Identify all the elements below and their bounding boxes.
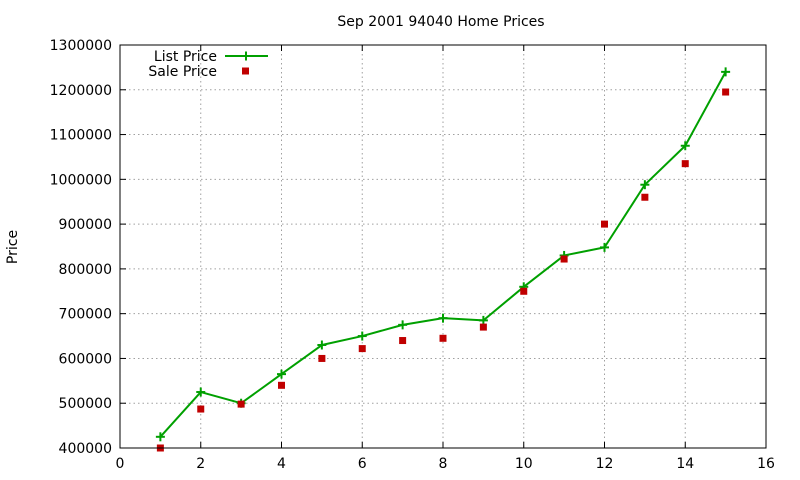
list-price-point [398,320,408,330]
list-price-point [155,432,165,442]
y-axis-label: Price [5,230,21,264]
list-price-point [438,313,448,323]
list-price-point [600,242,609,252]
sale-price-point [681,160,689,168]
list-price-point [680,141,690,151]
y-tick-label: 600000 [59,351,112,367]
sale-price-point [641,193,649,201]
sale-price-point [399,337,407,345]
list-price-point [640,180,650,190]
sale-price-point [358,345,366,353]
sale-price-point [439,334,447,342]
list-price-point [357,331,367,341]
list-price-point [317,340,327,350]
x-tick-label: 8 [439,456,448,472]
grid [120,45,766,448]
sale-price-point [560,255,568,263]
tick-labels: 0 2 4 6 8 10 12 14 16 400000 500000 600000 700000 800… [50,38,775,472]
list-price-point [721,67,731,77]
legend-label-sale-price: Sale Price [148,64,217,80]
legend: List Price Sale Price [148,49,268,80]
series [155,67,731,452]
legend-marker-list-price [241,51,251,61]
sale-price-point [237,400,245,408]
legend-label-list-price: List Price [154,49,217,65]
x-tick-label: 0 [116,456,125,472]
list-price-point [478,315,488,325]
y-tick-label: 500000 [59,396,112,412]
y-tick-label: 900000 [59,217,112,233]
sale-price-point [278,381,285,389]
y-tick-label: 400000 [59,441,112,457]
sale-price-point [197,405,205,413]
x-tick-label: 14 [676,456,694,472]
list-price-point [196,387,206,397]
sale-price-point [318,354,326,362]
y-tick-label: 1000000 [50,172,112,188]
sale-price-point [722,88,730,96]
y-tick-label: 1200000 [50,83,112,99]
sale-price-point [520,287,528,295]
x-tick-label: 10 [515,456,533,472]
sale-price-point [601,220,608,228]
legend-marker-sale-price [242,67,249,75]
x-tick-label: 6 [358,456,367,472]
x-tick-label: 4 [277,456,286,472]
y-tick-label: 1300000 [50,38,112,54]
y-tick-label: 700000 [59,307,112,323]
chart-title: Sep 2001 94040 Home Prices [337,14,544,30]
plot-frame [119,44,767,449]
x-tick-label: 2 [196,456,205,472]
legend-plus-glyph [241,51,251,61]
sale-price-point [479,323,487,331]
list-price-point [277,369,286,379]
y-tick-label: 800000 [59,262,112,278]
x-tick-label: 16 [757,456,775,472]
y-tick-label: 1100000 [50,128,112,144]
x-tick-label: 12 [596,456,614,472]
